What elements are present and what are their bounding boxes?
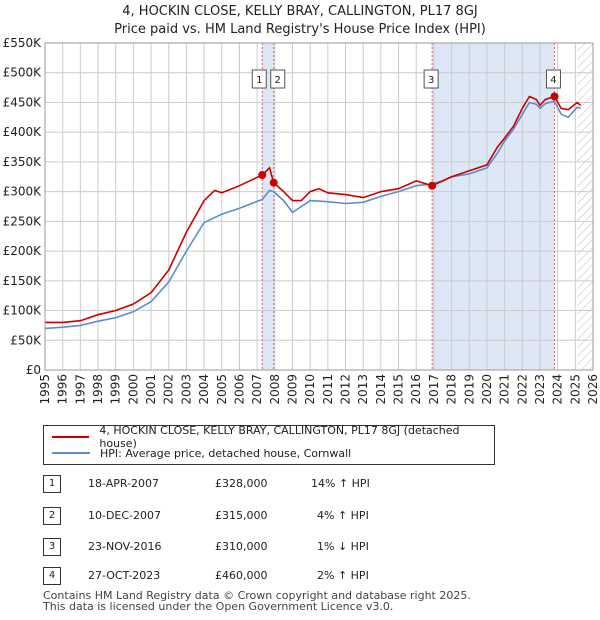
- x-tick-label: 2008: [268, 374, 282, 405]
- x-tick-label: 2023: [533, 374, 547, 405]
- y-tick-label: £500K: [3, 66, 43, 80]
- transaction-hpi: 1% ↓ HPI: [317, 540, 369, 553]
- legend-item-price: 4, HOCKIN CLOSE, KELLY BRAY, CALLINGTON,…: [52, 424, 494, 450]
- sale-marker-box: 4: [545, 69, 561, 89]
- legend: 4, HOCKIN CLOSE, KELLY BRAY, CALLINGTON,…: [43, 424, 495, 465]
- transaction-date: 23-NOV-2016: [88, 540, 162, 553]
- hpi-line: [44, 100, 581, 330]
- x-tick-label: 1999: [109, 374, 123, 405]
- x-tick-label: 2013: [356, 374, 370, 405]
- sale-marker-box-frame: [270, 69, 286, 89]
- x-tick-label: 1996: [56, 374, 70, 405]
- legend-label-price: 4, HOCKIN CLOSE, KELLY BRAY, CALLINGTON,…: [99, 424, 460, 450]
- x-tick-label: 2001: [144, 374, 158, 405]
- shaded-period: [262, 43, 274, 370]
- x-tick-label: 2003: [179, 374, 193, 405]
- x-tick-label: 2007: [250, 374, 264, 405]
- sale-point: [550, 92, 559, 101]
- transaction-row: 1 18-APR-2007 £328,000 14% ↑ HPI: [43, 475, 543, 495]
- sale-marker-label: 2: [275, 75, 281, 86]
- y-tick-label: £100K: [3, 304, 43, 318]
- y-tick-label: £0: [26, 363, 41, 377]
- x-tick-label: 2010: [303, 374, 317, 405]
- x-tick-label: 2006: [232, 374, 246, 405]
- sale-marker-label: 3: [428, 75, 434, 86]
- x-tick-label: 2000: [126, 374, 140, 405]
- sale-marker-box: 3: [423, 69, 439, 89]
- y-tick-label: £450K: [3, 95, 43, 109]
- x-tick-label: 1998: [91, 374, 105, 405]
- transaction-row: 4 27-OCT-2023 £460,000 2% ↑ HPI: [43, 567, 543, 587]
- sale-marker-box-frame: [423, 69, 439, 89]
- x-tick-label: 2014: [374, 374, 388, 405]
- y-tick-label: £200K: [3, 244, 43, 258]
- transaction-badge: 4: [43, 567, 61, 585]
- y-tick-label: £550K: [3, 36, 43, 50]
- y-tick-label: £250K: [3, 214, 43, 228]
- sale-marker-box: 1: [251, 69, 267, 89]
- transaction-badge: 2: [43, 507, 61, 525]
- footer-licence: This data is licensed under the Open Gov…: [43, 600, 394, 613]
- transaction-date: 10-DEC-2007: [88, 509, 162, 522]
- x-tick-label: 2011: [321, 374, 335, 405]
- transaction-badge: 1: [43, 475, 61, 493]
- x-tick-label: 1995: [38, 374, 52, 405]
- sale-marker-label: 1: [256, 75, 262, 86]
- y-tick-label: £400K: [3, 125, 43, 139]
- y-tick-label: £50K: [10, 333, 42, 347]
- x-tick-label: 2017: [427, 374, 441, 405]
- x-tick-label: 2002: [162, 374, 176, 405]
- transaction-date: 27-OCT-2023: [88, 569, 161, 582]
- y-tick-label: £300K: [3, 185, 43, 199]
- shaded-period: [432, 43, 555, 370]
- price-chart: 1 2 3 4 £0 £50K £100K £150K £200K £250K £300K £350…: [3, 36, 600, 405]
- transaction-hpi: 2% ↑ HPI: [317, 569, 369, 582]
- x-tick-label: 2015: [392, 374, 406, 405]
- footer: Contains HM Land Registry data © Crown c…: [43, 590, 471, 612]
- x-tick-label: 2026: [586, 374, 600, 405]
- price-paid-line: [45, 95, 582, 324]
- sale-marker-box: 2: [270, 69, 286, 89]
- x-tick-label: 2021: [498, 374, 512, 405]
- transaction-hpi: 4% ↑ HPI: [317, 509, 369, 522]
- sale-point: [258, 170, 267, 179]
- transaction-price: £315,000: [215, 509, 268, 522]
- transaction-row: 3 23-NOV-2016 £310,000 1% ↓ HPI: [43, 538, 543, 558]
- sale-marker-label: 4: [550, 75, 556, 86]
- x-tick-label: 2019: [462, 374, 476, 405]
- x-tick-label: 2018: [445, 374, 459, 405]
- x-tick-label: 2005: [215, 374, 229, 405]
- legend-item-hpi: HPI: Average price, detached house, Corn…: [52, 445, 351, 461]
- x-tick-label: 2020: [480, 374, 494, 405]
- legend-swatch-price: [52, 436, 90, 438]
- transaction-row: 2 10-DEC-2007 £315,000 4% ↑ HPI: [43, 507, 543, 527]
- x-tick-label: 2012: [339, 374, 353, 405]
- plot-border: [44, 42, 594, 371]
- x-tick-label: 2022: [515, 374, 529, 405]
- sale-marker-box-frame: [251, 69, 267, 89]
- x-tick-label: 2025: [568, 374, 582, 405]
- sale-marker-box-frame: [545, 69, 561, 89]
- legend-swatch-hpi: [52, 452, 90, 454]
- transaction-price: £460,000: [215, 569, 268, 582]
- transaction-date: 18-APR-2007: [88, 477, 160, 490]
- chart-title: 4, HOCKIN CLOSE, KELLY BRAY, CALLINGTON,…: [122, 4, 478, 19]
- sale-point: [269, 178, 278, 187]
- x-tick-label: 2004: [197, 374, 211, 405]
- legend-label-hpi: HPI: Average price, detached house, Corn…: [100, 446, 352, 460]
- x-tick-label: 2009: [285, 374, 299, 405]
- sale-point: [428, 181, 437, 190]
- footer-copyright: Contains HM Land Registry data © Crown c…: [43, 589, 471, 602]
- forecast-hatch: [577, 43, 593, 370]
- transaction-hpi: 14% ↑ HPI: [311, 477, 370, 490]
- transaction-price: £310,000: [215, 540, 268, 553]
- x-tick-label: 2024: [551, 374, 565, 405]
- y-tick-label: £350K: [3, 155, 43, 169]
- x-tick-label: 1997: [73, 374, 87, 405]
- transaction-badge: 3: [43, 538, 61, 556]
- transaction-price: £328,000: [215, 477, 268, 490]
- y-tick-label: £150K: [3, 274, 43, 288]
- chart-subtitle: Price paid vs. HM Land Registry's House …: [114, 22, 486, 37]
- x-tick-label: 2016: [409, 374, 423, 405]
